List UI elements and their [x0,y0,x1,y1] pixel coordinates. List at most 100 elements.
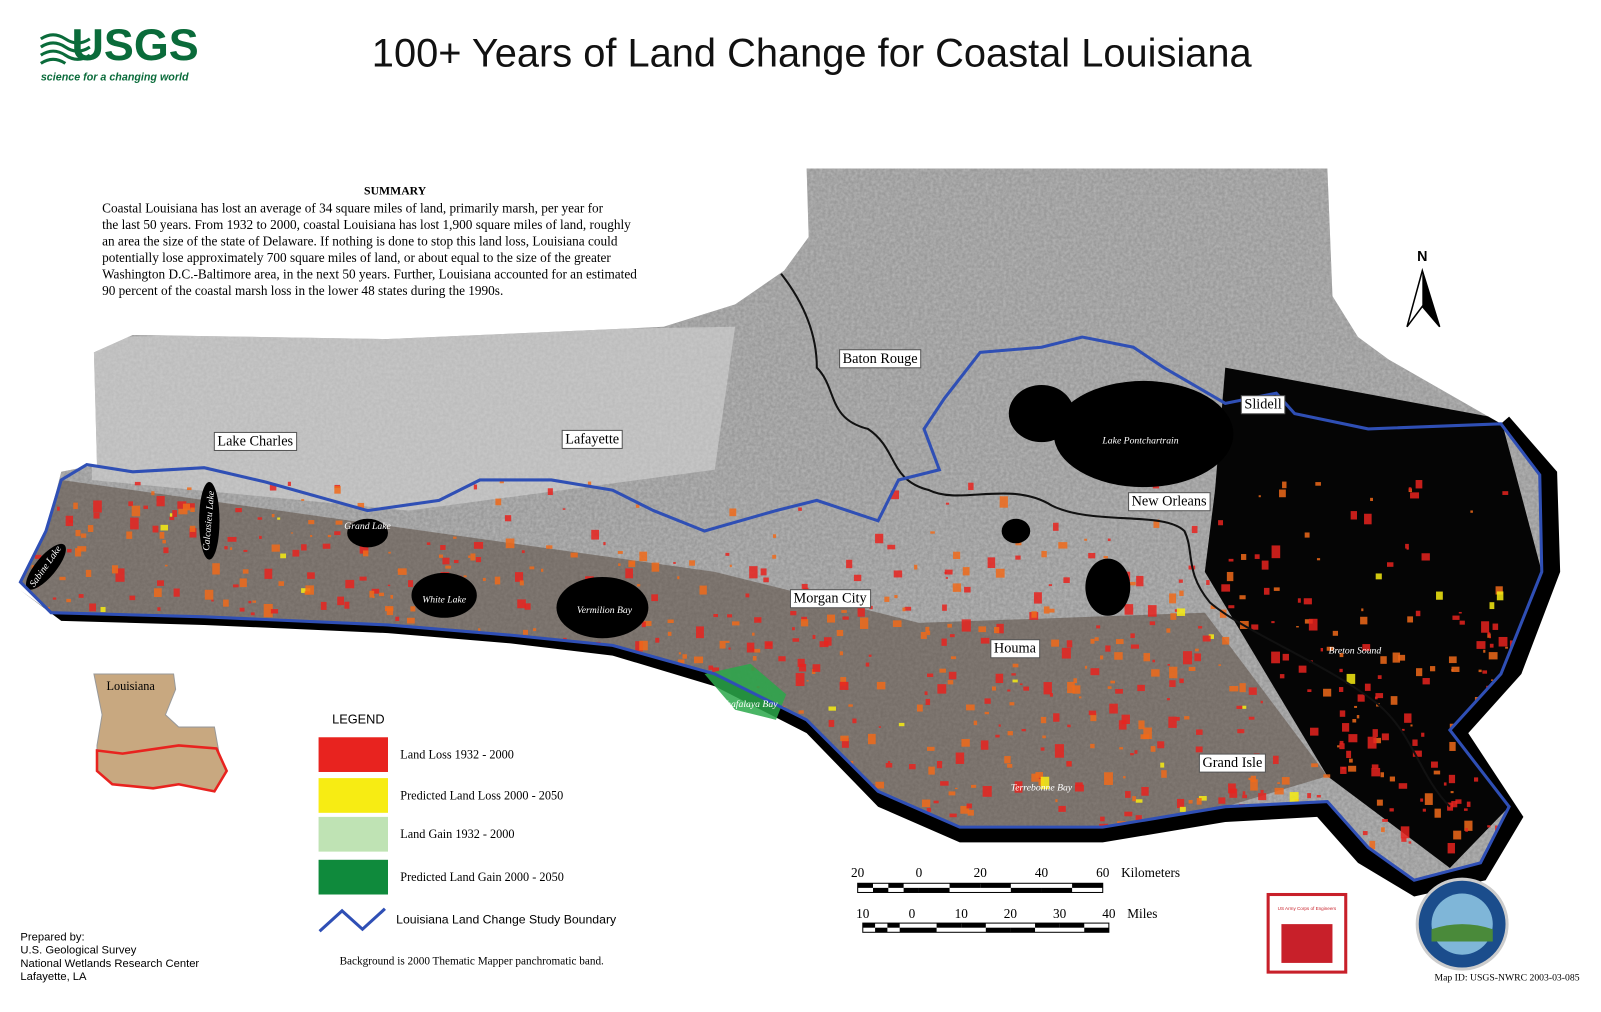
speckle [307,572,315,579]
speckle [1332,630,1339,636]
speckle [819,641,829,648]
speckle [1130,644,1140,649]
speckle [1350,511,1357,520]
speckle [134,481,141,486]
speckle [1373,737,1382,744]
speckle [1157,741,1165,749]
speckle [1226,571,1234,582]
speckle [362,550,369,557]
speckle [1078,696,1082,699]
speckle [1296,626,1299,628]
speckle [1138,720,1145,730]
speckle [1053,522,1059,531]
scale-tick-label: 30 [1053,906,1067,921]
speckle [1406,547,1409,550]
tagline: science for a changing world [41,71,189,83]
speckle [151,491,155,496]
speckle [1487,632,1491,636]
speckle [964,586,971,593]
speckle [478,628,481,631]
place-label-box [213,431,298,451]
speckle [945,577,948,579]
speckle [335,520,343,525]
speckle [453,559,459,564]
speckle [1143,727,1152,740]
speckle [1210,605,1216,609]
speckle [1218,664,1221,666]
speckle [987,557,996,568]
speckle [1367,736,1377,749]
speckle [1488,636,1492,639]
place-label-box [839,349,922,369]
speckle [944,569,953,575]
speckle [1251,624,1259,630]
speckle [1049,608,1055,613]
lake [1001,518,1031,544]
speckle [131,505,141,517]
speckle [1488,652,1498,660]
speckle [1372,729,1378,737]
speckle [961,739,970,747]
speckle [1149,621,1156,626]
speckle [1405,543,1409,549]
speckle [1342,723,1350,732]
scale-bar-seg [918,887,950,893]
speckle [1338,687,1344,692]
speckle [1248,777,1251,781]
speckle [235,507,242,513]
speckle [1304,619,1313,624]
speckle [766,642,773,646]
speckle [884,596,890,602]
vermilion-bay [556,576,649,639]
speckle [749,566,758,579]
speckle [562,508,566,510]
speckle [1316,794,1321,798]
lake-salvador [1085,558,1131,616]
speckle [529,566,535,570]
speckle [1049,693,1053,697]
speckle [790,610,797,616]
speckle [182,503,191,511]
speckle [257,517,263,520]
speckle [445,565,452,569]
speckle [1258,495,1261,498]
speckle [1326,646,1334,651]
scale-tick-label: 0 [909,906,916,921]
speckle [639,551,648,562]
water-label: Breton Sound [1329,646,1382,657]
speckle [1090,638,1095,644]
speckle [1339,668,1343,673]
speckle [1151,669,1160,677]
logo: USGS [71,19,198,70]
speckle [1410,724,1413,727]
speckle [334,486,341,494]
mississippi-river [780,273,1451,808]
speckle [939,668,946,673]
speckle [949,634,955,638]
water-label: White Lake [422,595,467,606]
speckle [952,583,962,592]
scale-bar-seg [887,923,900,928]
speckle [1279,489,1286,498]
speckle [388,551,391,554]
speckle [927,673,934,678]
speckle [80,533,87,538]
speckle [1470,510,1473,513]
speckle [960,805,970,814]
speckle [1182,651,1193,665]
speckle [950,656,957,660]
speckle [1072,685,1081,694]
speckle [1389,808,1394,812]
credit-line: U.S. Geological Survey [20,945,136,957]
speckle [1412,750,1422,757]
speckle [143,505,148,509]
speckle [1407,616,1414,623]
speckle [1297,598,1301,603]
speckle [801,616,808,622]
speckle [1051,639,1060,647]
speckle [154,588,162,597]
speckle [1465,828,1468,832]
speckle [1271,651,1280,664]
speckle [1463,808,1468,811]
